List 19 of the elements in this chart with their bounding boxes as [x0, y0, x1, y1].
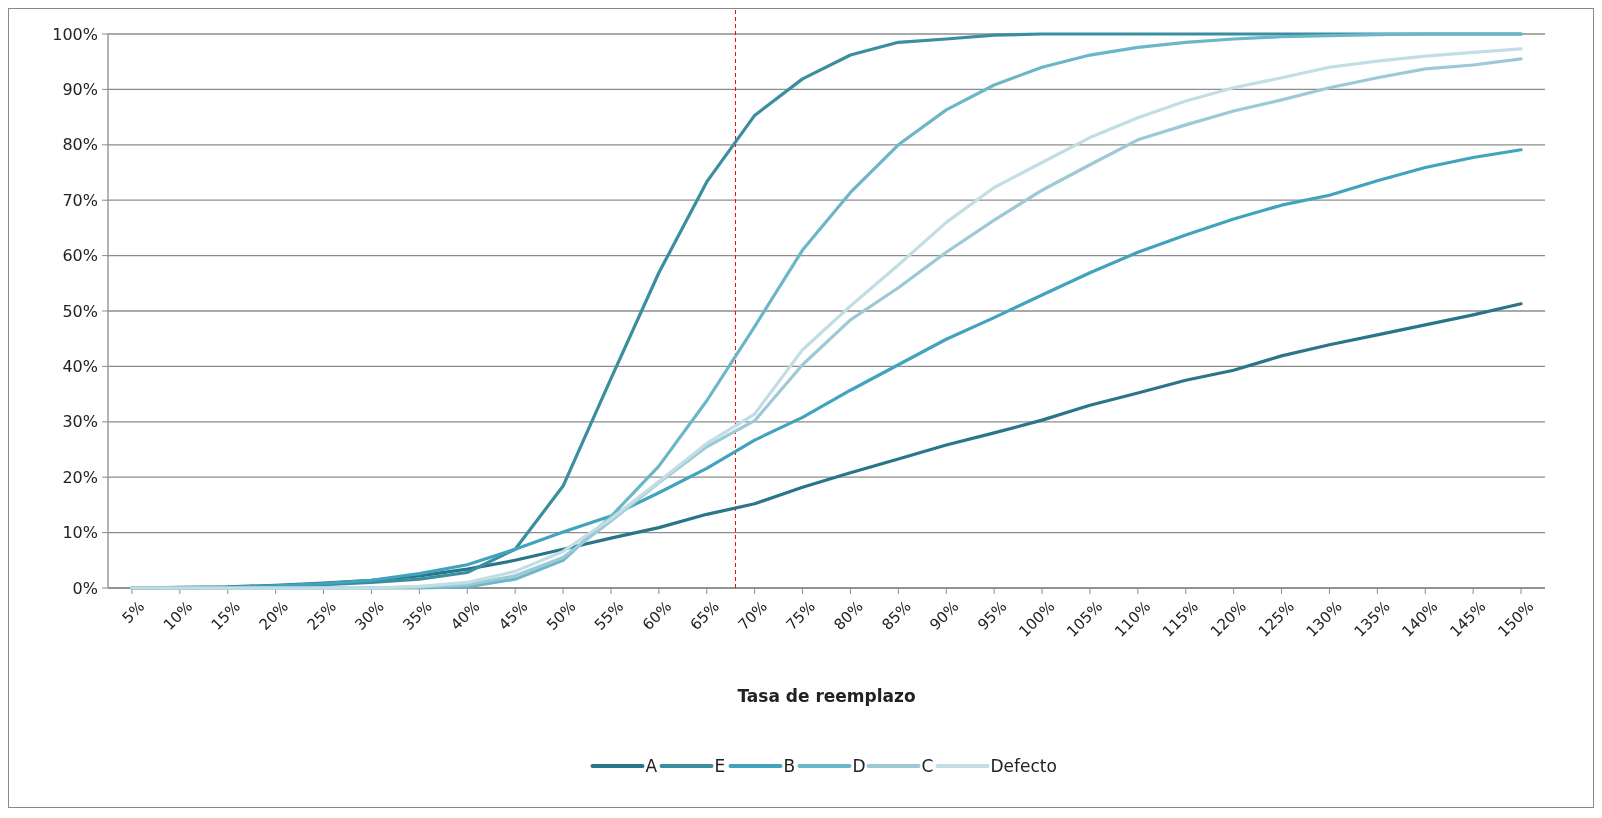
legend-label: A — [645, 755, 658, 776]
legend-label: C — [921, 755, 934, 776]
y-tick-label: 0% — [72, 578, 98, 598]
y-tick-label: 40% — [62, 357, 98, 376]
legend-label: Defecto — [990, 755, 1057, 776]
x-axis-title: Tasa de reemplazo — [737, 686, 916, 706]
y-tick-label: 30% — [62, 412, 98, 432]
y-tick-label: 10% — [62, 523, 98, 543]
y-tick-label: 90% — [62, 80, 98, 99]
y-tick-label: 80% — [62, 135, 98, 155]
y-tick-label: 70% — [62, 190, 98, 210]
legend-label: E — [714, 755, 726, 776]
legend-label: B — [783, 755, 796, 776]
y-tick-label: 100% — [52, 24, 98, 44]
x-tick-label: 5% — [118, 597, 149, 628]
y-tick-label: 60% — [62, 246, 98, 266]
y-tick-label: 50% — [62, 301, 98, 321]
legend-label: D — [852, 755, 866, 776]
y-tick-label: 20% — [62, 467, 98, 487]
